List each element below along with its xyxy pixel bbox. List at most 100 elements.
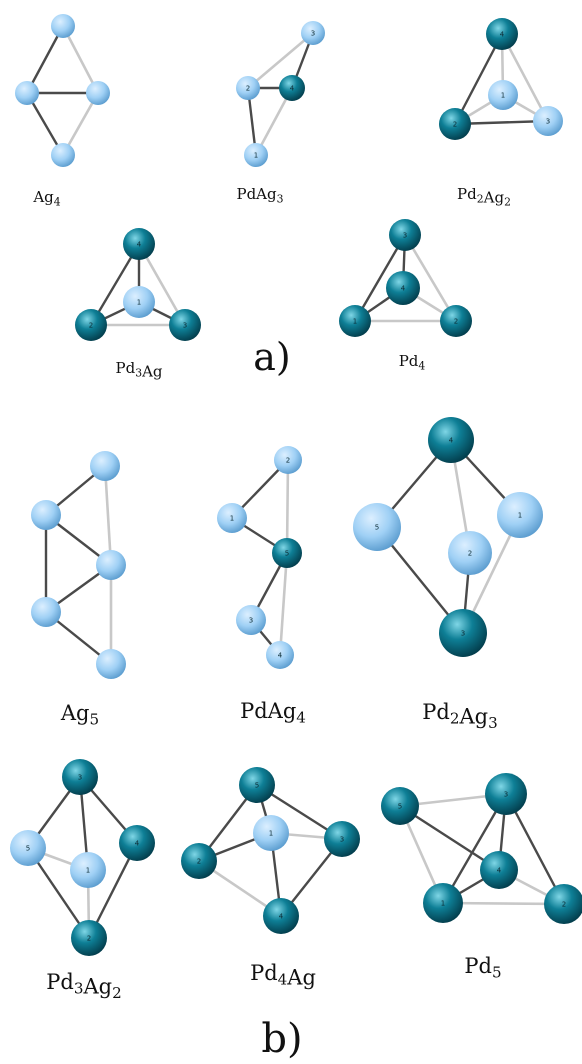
ag-atom [96,550,126,580]
pd-atom [485,773,527,815]
pd-atom [263,898,299,934]
atom-number: 2 [246,85,250,93]
ag-atom [15,81,39,105]
ag-atom [236,605,266,635]
atom-number: 1 [254,152,258,160]
label-symbol: Pd [464,954,492,978]
pd-atom [428,417,474,463]
atom-number: 5 [26,845,30,853]
pd-atom [439,108,471,140]
label-subscript: 3 [488,714,498,732]
cluster-pdag3: 3 2 4 1 [236,21,325,167]
label-subscript: 4 [418,359,425,372]
atom-number: 2 [453,121,457,129]
label-subscript: 2 [450,710,460,728]
pd-atom [386,271,420,305]
label-symbol: Ag [286,966,316,990]
atom-number: 3 [461,630,465,638]
atom-number: 4 [500,31,505,39]
cluster-label-pd2ag3: Pd2Ag3 [422,700,497,732]
label-subscript: 4 [296,709,306,727]
atom-number: 4 [279,913,284,921]
ag-atom [253,815,289,851]
cluster-pd5: 5 3 4 1 2 [381,773,582,924]
ag-atom [51,14,75,38]
bond [61,24,100,95]
cluster-pd3ag2: 3 5 4 1 2 [10,759,155,956]
atom-number: 4 [497,867,502,875]
atom-number: 2 [286,457,290,465]
ag-atom [274,446,302,474]
bond [353,233,407,323]
atom-number: 4 [290,85,295,93]
pd-atom [324,821,360,857]
ag-atom [236,76,260,100]
ag-atom [448,531,492,575]
ag-atom [70,852,106,888]
label-subscript: 5 [89,711,99,729]
atom-number: 1 [518,512,522,520]
atom-number: 2 [89,322,93,330]
pd-atom [75,309,107,341]
pd-atom [389,219,421,251]
pd-atom [119,825,155,861]
bond [246,31,315,90]
cluster-pd2ag3: 4 5 1 2 3 [353,417,543,657]
label-symbol: Pd [46,970,74,994]
cluster-label-ag5: Ag5 [60,701,99,729]
ag-atom [123,286,155,318]
panel-label-b: b) [261,1016,302,1062]
bond [403,233,458,323]
atom-number: 2 [87,935,91,943]
pd-atom [440,305,472,337]
ag-atom [31,500,61,530]
cluster-label-pd3ag: Pd3Ag [115,359,162,380]
label-subscript: 5 [492,964,502,982]
atom-number: 4 [449,437,454,445]
cluster-label-ag4: Ag4 [32,188,60,208]
cluster-ag5 [31,451,126,679]
label-symbol: Ag [483,188,505,206]
cluster-label-pd4: Pd4 [399,352,426,372]
label-symbol: Ag [82,975,112,999]
pd-atom [439,609,487,657]
cluster-ag4 [15,14,110,167]
atom-number: 3 [78,774,82,782]
atom-number: 1 [230,515,234,523]
label-symbol: Pd [457,185,477,203]
label-subscript: 2 [112,984,122,1002]
bond [285,458,290,555]
atom-number: 1 [353,318,357,326]
label-symbol: PdAg [240,699,296,723]
pd-atom [339,305,371,337]
atom-number: 2 [454,318,458,326]
label-subscript: 4 [278,971,288,989]
label-symbol: PdAg [236,185,277,203]
pd-atom [381,787,419,825]
atom-number: 1 [441,900,445,908]
atom-number: 1 [501,92,505,100]
atom-number: 2 [562,901,566,909]
label-subscript: 3 [135,366,142,379]
bond [26,846,91,940]
label-symbol: Pd [250,961,278,985]
pd-atom [480,851,518,889]
ag-atom [533,106,563,136]
pd-atom [544,884,582,924]
label-subscript: 2 [504,196,511,209]
atom-number: 3 [183,322,187,330]
cluster-label-pd5: Pd5 [464,954,501,982]
pd-atom [181,843,217,879]
atom-number: 3 [340,836,344,844]
pd-atom [62,759,98,795]
ag-atom [488,80,518,110]
cluster-label-pdag3: PdAg3 [236,185,283,205]
atom-number: 4 [135,840,140,848]
atom-number: 3 [546,118,550,126]
label-subscript: 3 [277,192,284,205]
ag-atom [217,503,247,533]
atom-number: 5 [375,524,379,532]
atom-number: 3 [311,30,315,38]
cluster-pd4: 3 4 1 2 [339,219,472,337]
